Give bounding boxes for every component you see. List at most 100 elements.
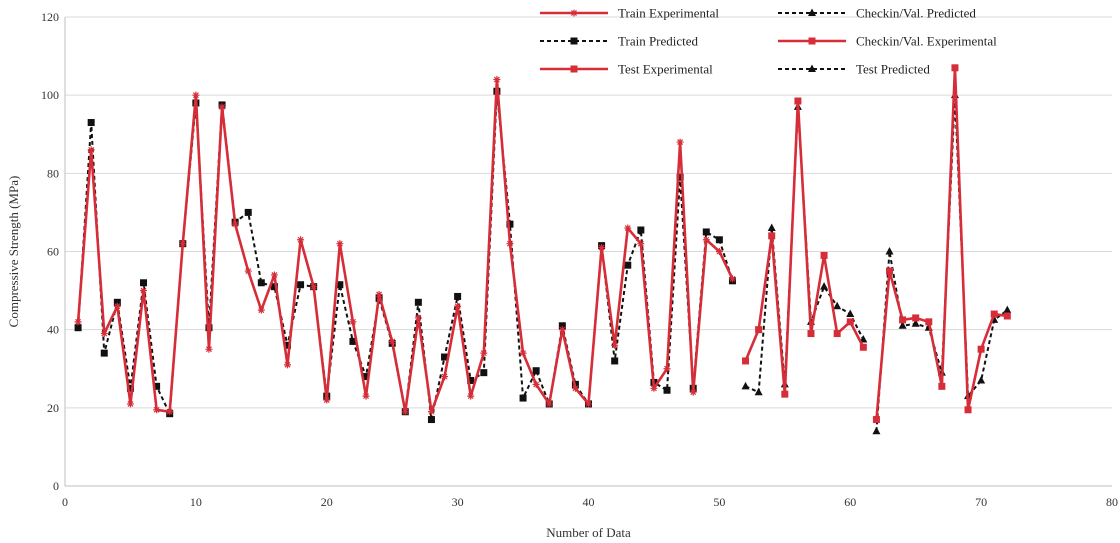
y-tick-label: 100 [41,88,59,102]
data-point-train-predicted [506,220,514,228]
data-point-train-predicted [126,384,134,392]
legend-item-checkin-val-predicted[interactable]: Checkin/Val. Predicted [778,6,976,21]
grid-lines [65,16,1112,409]
data-point-train-experimental [218,103,226,111]
data-point-train-experimental [310,283,318,291]
data-point-checkin-val-predicted [767,223,776,232]
x-tick-label: 20 [321,495,333,509]
legend-item-checkin-val-experimental[interactable]: Checkin/Val. Experimental [778,34,997,49]
data-point-train-experimental [611,341,619,349]
data-point-checkin-val-predicted [754,387,763,396]
data-point-train-experimental [297,236,305,244]
data-point-train-experimental [244,267,252,275]
legend-label: Test Experimental [618,62,713,77]
data-point-train-predicted [624,261,632,269]
legend-label: Train Predicted [618,34,699,49]
data-point-train-experimental [598,244,606,252]
series-line-checkin-val-experimental [875,66,1008,420]
data-point-checkin-val-predicted [820,282,829,290]
data-point-checkin-val-experimental [977,345,985,353]
data-point-checkin-val-predicted [741,381,750,390]
data-point-train-predicted [480,369,488,377]
legend-label: Checkin/Val. Experimental [856,34,997,49]
legend-item-test-predicted[interactable]: Test Predicted [778,62,930,77]
data-point-train-experimental [375,290,383,298]
data-point-test-predicted [1003,305,1012,314]
data-point-train-experimental [100,330,108,338]
data-point-train-experimental [519,349,527,357]
legend-label: Train Experimental [618,6,719,21]
y-tick-label: 60 [47,245,59,259]
data-point-train-experimental [427,408,435,416]
data-point-train-experimental [153,406,161,414]
data-point-train-experimental [179,240,187,248]
legend-item-train-experimental[interactable]: Train Experimental [540,6,719,21]
data-point-checkin-val-predicted [846,309,855,318]
data-point-train-predicted [454,292,462,300]
data-point-train-predicted [441,353,449,361]
x-tick-label: 0 [62,495,68,509]
data-point-train-experimental [166,408,174,416]
data-point-checkin-val-experimental [912,314,920,322]
x-tick-label: 40 [583,495,595,509]
series-test-experimental [742,97,867,398]
data-point-test-predicted [898,321,907,329]
data-point-train-predicted [283,341,291,349]
data-point-checkin-val-experimental [964,406,972,414]
data-point-train-predicted [532,367,540,375]
data-point-test-experimental [833,330,841,338]
y-tick-label: 0 [53,479,59,493]
data-point-train-experimental [467,392,475,400]
data-point-train-experimental [558,326,566,334]
y-axis-title: Compressive Strength (MPa) [6,176,21,328]
legend-item-train-predicted[interactable]: Train Predicted [540,34,699,49]
data-point-train-experimental [270,271,278,279]
data-point-train-experimental [401,408,409,416]
data-point-test-predicted [911,319,920,327]
data-point-test-experimental [820,251,828,259]
series-line-checkin-val-predicted [745,105,865,394]
series-group [74,64,1012,435]
data-point-train-experimental [231,220,239,228]
legend-item-test-experimental[interactable]: Test Experimental [540,62,713,77]
data-point-checkin-val-experimental [899,316,907,324]
legend-marker [570,37,578,45]
legend: Train Experimental Checkin/Val. Predicted… [540,6,997,77]
series-checkin-val-predicted [741,102,868,396]
data-point-train-predicted [87,119,95,127]
data-point-train-predicted [244,208,252,216]
data-point-test-experimental [859,343,867,351]
data-point-train-experimental [689,388,697,396]
series-line-test-experimental [744,99,865,396]
data-point-train-predicted [427,416,435,424]
data-point-train-experimental [257,306,265,314]
data-point-train-experimental [715,248,723,255]
data-point-train-predicted [270,283,278,291]
x-tick-label: 50 [713,495,725,509]
x-tick-label: 80 [1106,495,1118,509]
data-point-test-experimental [794,97,802,105]
data-point-train-experimental [283,361,291,369]
series-line-train-predicted [77,90,734,421]
data-point-train-experimental [74,318,82,326]
data-point-train-experimental [362,392,370,400]
data-point-train-experimental [506,240,514,248]
data-point-train-experimental [571,384,579,392]
data-point-train-experimental [336,240,344,248]
data-point-checkin-val-experimental [990,310,998,318]
legend-label: Checkin/Val. Predicted [856,6,976,21]
data-point-test-experimental [846,318,854,326]
x-tick-label: 10 [190,495,202,509]
data-point-train-experimental [650,384,658,392]
data-point-train-predicted [140,279,148,287]
data-point-train-experimental [624,224,632,232]
data-point-train-experimental [323,396,331,404]
legend-marker [808,64,816,72]
data-point-train-predicted [414,298,422,306]
data-point-checkin-val-experimental [938,382,946,390]
x-tick-label: 30 [452,495,464,509]
legend-marker [808,37,816,45]
data-point-train-experimental [205,345,213,353]
